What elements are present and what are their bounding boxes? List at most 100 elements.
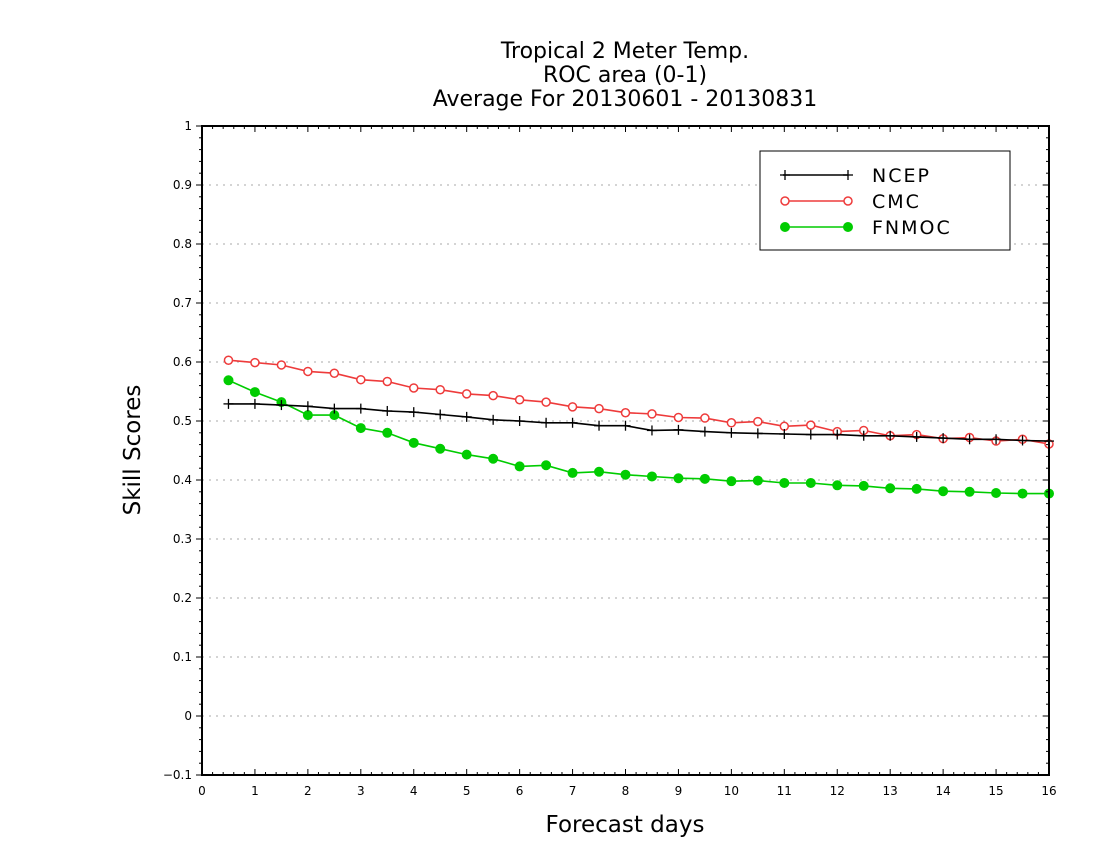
y-tick-label: 0.7 [173, 296, 192, 310]
data-point-cmc [647, 409, 657, 419]
chart-title: Tropical 2 Meter Temp. ROC area (0-1) Av… [433, 39, 818, 112]
x-tick-label: 15 [988, 784, 1003, 798]
data-point-fnmoc [461, 449, 472, 460]
chart-title-line-1: Tropical 2 Meter Temp. [500, 39, 749, 64]
x-tick-label: 10 [724, 784, 739, 798]
data-point-fnmoc [541, 460, 552, 471]
data-point-fnmoc [938, 486, 949, 497]
x-axis-label: Forecast days [546, 812, 705, 838]
chart-title-line-2: ROC area (0-1) [543, 63, 707, 88]
data-point-fnmoc [726, 476, 737, 487]
data-point-cmc [541, 397, 551, 407]
y-tick-label: 0.2 [173, 591, 192, 605]
legend-label-fnmoc: FNMOC [872, 217, 952, 239]
data-point-cmc [673, 412, 684, 423]
data-point-fnmoc [832, 480, 843, 491]
legend-marker-cmc [843, 196, 853, 206]
x-tick-label: 13 [883, 784, 898, 798]
data-point-cmc [753, 416, 763, 427]
data-point-cmc [382, 376, 393, 387]
data-point-cmc [435, 384, 445, 395]
y-axis-label: Skill Scores [120, 385, 146, 516]
data-point-fnmoc [620, 469, 631, 480]
y-tick-label: 0 [184, 709, 192, 723]
y-tick-label: 0.8 [173, 237, 192, 251]
y-tick-label: 1 [184, 119, 192, 133]
chart-title-line-3: Average For 20130601 - 20130831 [433, 87, 818, 112]
x-tick-label: 6 [516, 784, 524, 798]
data-point-fnmoc [646, 471, 657, 482]
data-point-cmc [594, 403, 604, 414]
x-tick-label: 2 [304, 784, 312, 798]
data-point-cmc [223, 355, 234, 365]
data-point-cmc [620, 407, 631, 418]
data-point-cmc [356, 374, 366, 385]
data-point-fnmoc [805, 477, 816, 488]
legend-item-ncep: NCEP [780, 165, 931, 187]
data-point-fnmoc [382, 427, 393, 438]
x-tick-label: 1 [251, 784, 259, 798]
y-tick-label: 0.4 [173, 473, 192, 487]
legend-label-ncep: NCEP [872, 165, 931, 187]
legend-marker-cmc [780, 196, 790, 206]
y-tick-label: 0.5 [173, 414, 192, 428]
y-tick-label: 0.6 [173, 355, 192, 369]
data-point-fnmoc [991, 487, 1002, 498]
x-tick-label: 4 [410, 784, 418, 798]
x-tick-label: 12 [830, 784, 845, 798]
data-point-fnmoc [858, 480, 869, 491]
data-point-fnmoc [488, 453, 499, 464]
data-point-fnmoc [779, 477, 790, 488]
data-point-cmc [806, 420, 816, 430]
x-tick-label: 7 [569, 784, 577, 798]
y-tick-label: 0.3 [173, 532, 192, 546]
data-point-fnmoc [567, 467, 578, 478]
data-point-fnmoc [408, 437, 419, 448]
data-point-fnmoc [302, 410, 313, 421]
grid-lines [202, 184, 1049, 717]
series-line-cmc [228, 359, 1050, 445]
data-point-fnmoc [752, 475, 763, 486]
data-point-cmc [329, 368, 340, 378]
data-point-fnmoc [1017, 488, 1028, 499]
data-point-cmc [488, 390, 498, 401]
x-tick-label: 11 [777, 784, 792, 798]
x-tick-label: 0 [198, 784, 206, 798]
data-point-fnmoc [355, 423, 366, 434]
x-tick-label: 8 [622, 784, 630, 798]
data-point-cmc [726, 418, 737, 428]
data-point-cmc [700, 413, 710, 423]
data-point-cmc [461, 389, 472, 399]
x-tick-label: 14 [935, 784, 950, 798]
data-point-fnmoc [435, 443, 446, 454]
data-point-cmc [303, 366, 313, 377]
legend: NCEP CMC FNMOC [759, 150, 1011, 251]
legend-marker-fnmoc [843, 222, 853, 232]
series-fnmoc [223, 375, 1054, 499]
y-tick-label: −0.1 [163, 768, 192, 782]
data-point-fnmoc [249, 387, 260, 398]
data-point-cmc [276, 360, 287, 370]
data-point-cmc [250, 357, 260, 368]
legend-marker-fnmoc [780, 222, 790, 232]
series-ncep [223, 398, 1054, 447]
data-point-cmc [409, 383, 419, 393]
y-tick-label: 0.1 [173, 650, 192, 664]
y-tick-label: 0.9 [173, 178, 192, 192]
x-tick-label: 9 [675, 784, 683, 798]
legend-item-fnmoc: FNMOC [780, 217, 952, 239]
data-point-cmc [514, 395, 525, 405]
data-point-fnmoc [885, 483, 896, 494]
data-point-fnmoc [594, 466, 605, 477]
data-point-cmc [567, 402, 578, 412]
data-point-fnmoc [223, 375, 234, 386]
series-cmc [223, 355, 1054, 449]
data-point-fnmoc [964, 486, 975, 497]
data-point-fnmoc [514, 461, 525, 472]
x-tick-label: 3 [357, 784, 365, 798]
legend-item-cmc: CMC [780, 191, 919, 213]
data-point-fnmoc [699, 473, 710, 484]
x-tick-label: 16 [1041, 784, 1056, 798]
data-point-fnmoc [673, 473, 684, 484]
